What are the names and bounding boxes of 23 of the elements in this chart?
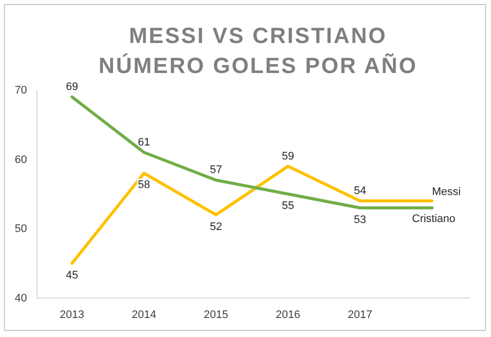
chart-title: MESSI VS CRISTIANO NÚMERO GOLES POR AÑO [98,23,418,78]
y-tick-label: 70 [14,84,27,97]
x-tick-label: 2015 [204,308,228,321]
data-label: 55 [282,200,294,212]
x-tick-label: 2016 [276,308,300,321]
data-label: 45 [66,269,78,282]
y-tick-label: 40 [14,292,27,305]
data-label: 57 [210,164,222,176]
series-label: Cristiano [412,212,456,225]
data-label: 52 [210,220,222,233]
data-label: 59 [282,150,294,162]
series-label: Messi [432,186,461,198]
y-tick-label: 50 [14,223,27,236]
data-label: 69 [66,80,78,93]
x-tick-label: 2014 [132,308,156,321]
data-label: 58 [138,179,150,192]
data-label: 53 [354,214,366,226]
x-tick-label: 2013 [60,308,84,321]
line-series [70,95,434,210]
y-tick-label: 60 [14,154,27,166]
data-label: 54 [354,184,366,197]
data-label: 61 [138,136,150,148]
x-tick-label: 2017 [348,308,372,321]
